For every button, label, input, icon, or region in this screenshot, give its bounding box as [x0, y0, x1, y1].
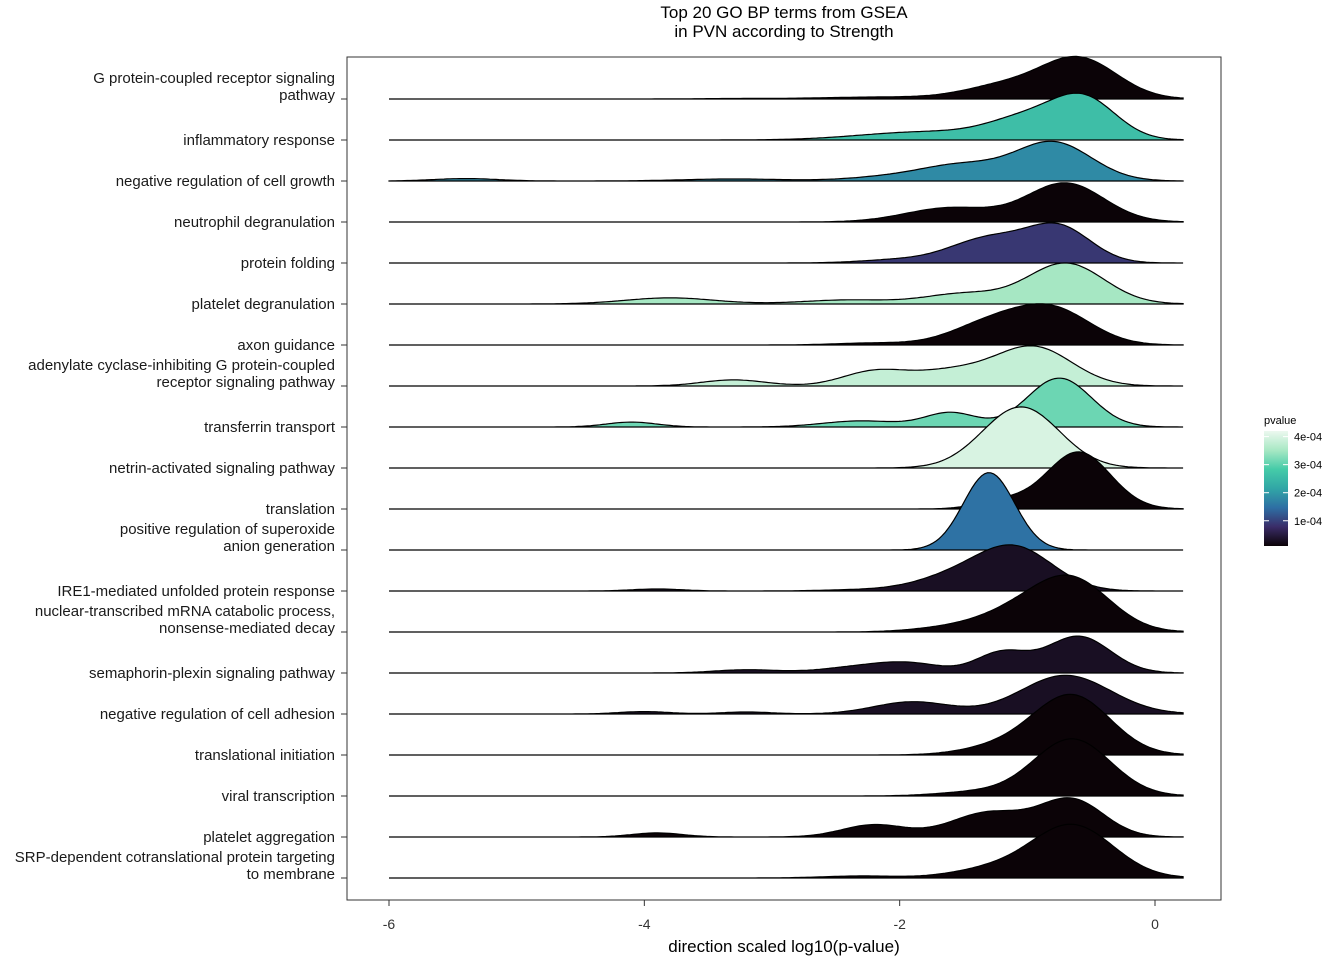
- ridge-1: [389, 92, 1184, 141]
- ridge-3: [389, 182, 1184, 223]
- ridge-11: [389, 472, 1184, 551]
- x-tick-label-2: -2: [893, 916, 906, 932]
- ridge-17: [389, 738, 1184, 797]
- x-axis-title: direction scaled log10(p-value): [668, 937, 900, 956]
- ridge-5: [389, 262, 1184, 305]
- ridge-12: [389, 544, 1184, 592]
- ridge-8: [389, 377, 1184, 428]
- ridge-6: [389, 303, 1184, 346]
- plot-panel-border: [346, 56, 1222, 901]
- term-label-16-line-0: translational initiation: [195, 747, 335, 764]
- chart-title-line-1: Top 20 GO BP terms from GSEA: [660, 3, 908, 22]
- term-label-4-line-0: protein folding: [241, 255, 335, 272]
- ridge-4: [389, 222, 1184, 264]
- term-label-11-line-1: anion generation: [223, 538, 335, 555]
- term-label-7-line-0: adenylate cyclase-inhibiting G protein-c…: [28, 357, 335, 374]
- term-label-17-line-0: viral transcription: [222, 788, 335, 805]
- term-label-18-line-0: platelet aggregation: [203, 829, 335, 846]
- legend-title: pvalue: [1264, 415, 1296, 427]
- term-label-13-line-1: nonsense-mediated decay: [159, 620, 335, 637]
- ridge-10: [389, 451, 1184, 510]
- term-label-13-line-0: nuclear-transcribed mRNA catabolic proce…: [35, 603, 335, 620]
- ridge-15: [389, 674, 1184, 715]
- term-label-1-line-0: inflammatory response: [183, 132, 335, 149]
- ridge-19: [389, 823, 1184, 879]
- x-axis: -6 -4 -2 0: [383, 900, 1159, 932]
- term-label-12-line-0: IRE1-mediated unfolded protein response: [57, 583, 335, 600]
- term-label-6-line-0: axon guidance: [237, 337, 335, 354]
- term-label-3-line-0: neutrophil degranulation: [174, 214, 335, 231]
- y-axis-labels: G protein-coupled receptor signalingpath…: [15, 70, 347, 883]
- legend-colorbar: [1264, 431, 1288, 546]
- x-tick-label-3: 0: [1151, 916, 1159, 932]
- x-tick-label-0: -6: [383, 916, 396, 932]
- ridge-7: [389, 345, 1184, 387]
- term-label-19-line-0: SRP-dependent cotranslational protein ta…: [15, 849, 335, 866]
- term-label-0-line-0: G protein-coupled receptor signaling: [93, 70, 335, 87]
- term-label-9-line-0: netrin-activated signaling pathway: [109, 460, 335, 477]
- term-label-0-line-1: pathway: [279, 87, 335, 104]
- ridge-13: [389, 574, 1184, 633]
- ridge-18: [389, 797, 1184, 838]
- ridge-0: [389, 55, 1184, 100]
- x-tick-label-1: -4: [638, 916, 651, 932]
- term-label-2-line-0: negative regulation of cell growth: [116, 173, 335, 190]
- ridges-layer: [388, 55, 1184, 879]
- legend-tick-label-1: 3e-04: [1294, 460, 1322, 472]
- ridge-14: [389, 635, 1184, 674]
- term-label-7-line-1: receptor signaling pathway: [157, 374, 336, 391]
- legend-tick-label-0: 4e-04: [1294, 432, 1322, 444]
- ridge-2: [388, 140, 1184, 182]
- chart-title: Top 20 GO BP terms from GSEA in PVN acco…: [660, 3, 908, 41]
- term-label-10-line-0: translation: [266, 501, 335, 518]
- term-label-14-line-0: semaphorin-plexin signaling pathway: [89, 665, 335, 682]
- term-label-19-line-1: to membrane: [247, 866, 335, 883]
- term-label-8-line-0: transferrin transport: [204, 419, 336, 436]
- legend-ticks: 4e-04 3e-04 2e-04 1e-04: [1264, 432, 1322, 528]
- ridge-9: [389, 406, 1184, 469]
- chart-title-line-2: in PVN according to Strength: [674, 22, 893, 41]
- term-label-5-line-0: platelet degranulation: [192, 296, 335, 313]
- color-legend: pvalue 4e-04 3e-04 2e-04 1e-04: [1264, 415, 1322, 546]
- term-label-15-line-0: negative regulation of cell adhesion: [100, 706, 335, 723]
- term-label-11-line-0: positive regulation of superoxide: [120, 521, 335, 538]
- ridge-16: [389, 693, 1184, 756]
- legend-tick-label-3: 1e-04: [1294, 516, 1322, 528]
- legend-tick-label-2: 2e-04: [1294, 488, 1322, 500]
